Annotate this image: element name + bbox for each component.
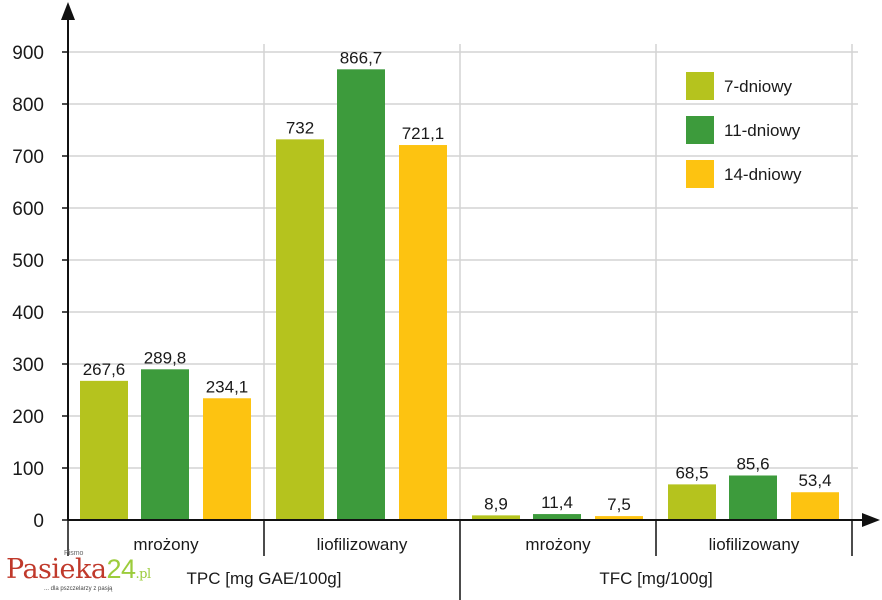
data-label: 85,6 (736, 454, 769, 473)
data-label: 267,6 (83, 360, 126, 379)
legend-swatch (686, 72, 714, 100)
x-category-label: mrożony (525, 535, 591, 554)
y-tick-label: 100 (12, 459, 44, 480)
bar-4-11-dniowy (729, 475, 777, 520)
bar-1-7-dniowy (80, 380, 128, 520)
legend-label: 7-dniowy (724, 77, 793, 96)
y-tick-label: 800 (12, 95, 44, 116)
data-label: 866,7 (340, 48, 383, 67)
logo-brand-number: 24 (106, 554, 136, 584)
bar-4-14-dniowy (791, 492, 839, 520)
bar-1-14-dniowy (203, 398, 251, 520)
data-label: 68,5 (675, 463, 708, 482)
y-tick-label: 700 (12, 147, 44, 168)
data-label: 289,8 (144, 348, 187, 367)
data-label: 8,9 (484, 494, 508, 513)
y-tick-label: 400 (12, 303, 44, 324)
logo-small-text: Pismo (64, 550, 84, 557)
data-labels: 267,6 289,8 234,1 732 866,7 721,1 8,9 11,4 7,5 68… (83, 48, 832, 514)
legend-swatch (686, 116, 714, 144)
gridlines (68, 44, 858, 520)
data-label: 721,1 (402, 124, 445, 143)
y-tick-label: 900 (12, 43, 44, 64)
bar-1-11-dniowy (141, 369, 189, 520)
y-tick-label: 200 (12, 407, 44, 428)
data-label: 53,4 (798, 471, 831, 490)
legend-swatch (686, 160, 714, 188)
bar-3-14-dniowy (595, 516, 643, 520)
bar-2-11-dniowy (337, 69, 385, 520)
axes: 0 100 200 300 400 500 600 700 800 900 mrożony liofi… (12, 2, 880, 600)
x-category-label: liofilizowany (709, 535, 800, 554)
y-tick-label: 0 (33, 511, 44, 532)
logo-brand-suffix: .pl (135, 567, 152, 582)
logo-brand-name: Pasieka (6, 554, 107, 585)
bar-3-7-dniowy (472, 515, 520, 520)
bar-4-7-dniowy (668, 484, 716, 520)
legend-label: 14-dniowy (724, 165, 802, 184)
legend-label: 11-dniowy (724, 121, 801, 140)
data-label: 11,4 (541, 493, 573, 512)
bar-2-7-dniowy (276, 139, 324, 521)
bar-3-11-dniowy (533, 514, 581, 520)
legend: 7-dniowy 11-dniowy 14-dniowy (686, 72, 802, 188)
data-label: 732 (286, 118, 314, 137)
bars (80, 69, 839, 521)
y-axis-arrow (61, 2, 75, 20)
x-axis-arrow (862, 513, 880, 527)
logo-tagline: ... dla pszczelarzy z pasją (44, 586, 113, 592)
data-label: 234,1 (206, 377, 249, 396)
y-tick-label: 300 (12, 355, 44, 376)
pasieka24-watermark-logo: Pismo Pasieka24.pl ... dla pszczelarzy z… (6, 542, 156, 598)
y-tick-label: 500 (12, 251, 44, 272)
x-measure-label: TFC [mg/100g] (599, 569, 712, 588)
x-category-label: liofilizowany (317, 535, 408, 554)
data-label: 7,5 (607, 495, 631, 514)
logo-brand: Pasieka24.pl (6, 554, 151, 585)
bar-2-14-dniowy (399, 145, 447, 520)
x-category-label: mrożony (133, 535, 199, 554)
y-tick-label: 600 (12, 199, 44, 220)
x-measure-label: TPC [mg GAE/100g] (187, 569, 342, 588)
